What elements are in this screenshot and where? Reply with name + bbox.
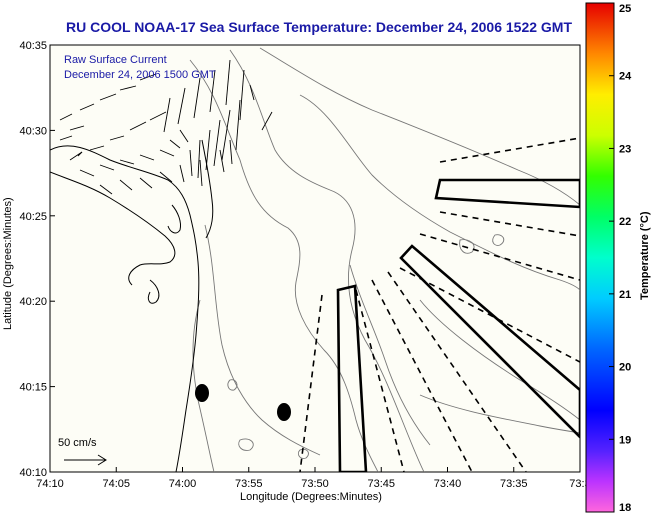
x-axis-label: Longitude (Degrees:Minutes) bbox=[240, 491, 382, 503]
colorbar-tick-label: 18 bbox=[619, 502, 631, 514]
y-tick-label: 40:35 bbox=[19, 40, 47, 52]
x-axis-ticks: 74:10 74:05 74:00 73:55 73:50 73:45 73:40 73:35… bbox=[36, 467, 591, 490]
colorbar-tick-label: 22 bbox=[619, 216, 631, 228]
colorbar-tick-label: 23 bbox=[619, 143, 631, 155]
x-tick-label: 73:50 bbox=[301, 478, 329, 490]
y-tick-label: 40:10 bbox=[19, 467, 47, 479]
chart-title: RU COOL NOAA-17 Sea Surface Temperature:… bbox=[66, 19, 572, 35]
radial-dashed-lines bbox=[299, 137, 580, 472]
y-tick-label: 40:25 bbox=[19, 211, 47, 223]
colorbar-tick-label: 24 bbox=[619, 71, 632, 83]
x-tick-label: 74:05 bbox=[102, 478, 130, 490]
x-tick-label: 73:3 bbox=[569, 478, 590, 490]
y-tick-label: 40:20 bbox=[19, 296, 47, 308]
scale-label: 50 cm/s bbox=[58, 437, 97, 449]
x-tick-label: 73:45 bbox=[367, 478, 395, 490]
x-tick-label: 74:00 bbox=[169, 478, 197, 490]
scale-arrowhead bbox=[97, 454, 107, 466]
colorbar-tick-label: 25 bbox=[619, 3, 631, 15]
x-tick-label: 73:55 bbox=[235, 478, 263, 490]
current-vectors bbox=[59, 59, 273, 195]
x-tick-label: 73:35 bbox=[500, 478, 528, 490]
plot-area bbox=[49, 44, 581, 473]
y-axis-label: Latitude (Degrees:Minutes) bbox=[2, 197, 14, 330]
y-tick-label: 40:30 bbox=[19, 125, 47, 137]
colorbar-tick-label: 20 bbox=[619, 362, 631, 374]
colorbar-tick-label: 19 bbox=[619, 434, 631, 446]
solid-footprint-boxes bbox=[336, 178, 580, 472]
coastline bbox=[50, 139, 214, 472]
colorbar-ticks: 25 24 23 22 21 20 19 18 bbox=[609, 2, 632, 514]
station-marker bbox=[195, 384, 209, 402]
colorbar-label: Temperature (°C) bbox=[639, 211, 651, 300]
x-tick-label: 73:40 bbox=[434, 478, 462, 490]
y-tick-label: 40:15 bbox=[19, 382, 47, 394]
station-marker bbox=[277, 403, 291, 421]
colorbar-tick-label: 21 bbox=[619, 289, 631, 301]
colorbar bbox=[585, 2, 615, 513]
y-axis-ticks: 40:35 40:30 40:25 40:20 40:15 40:10 bbox=[19, 40, 55, 479]
x-tick-label: 74:10 bbox=[36, 478, 64, 490]
overlay-line-2: December 24, 2006 1500 GMT bbox=[64, 69, 216, 81]
overlay-line-1: Raw Surface Current bbox=[64, 54, 167, 66]
